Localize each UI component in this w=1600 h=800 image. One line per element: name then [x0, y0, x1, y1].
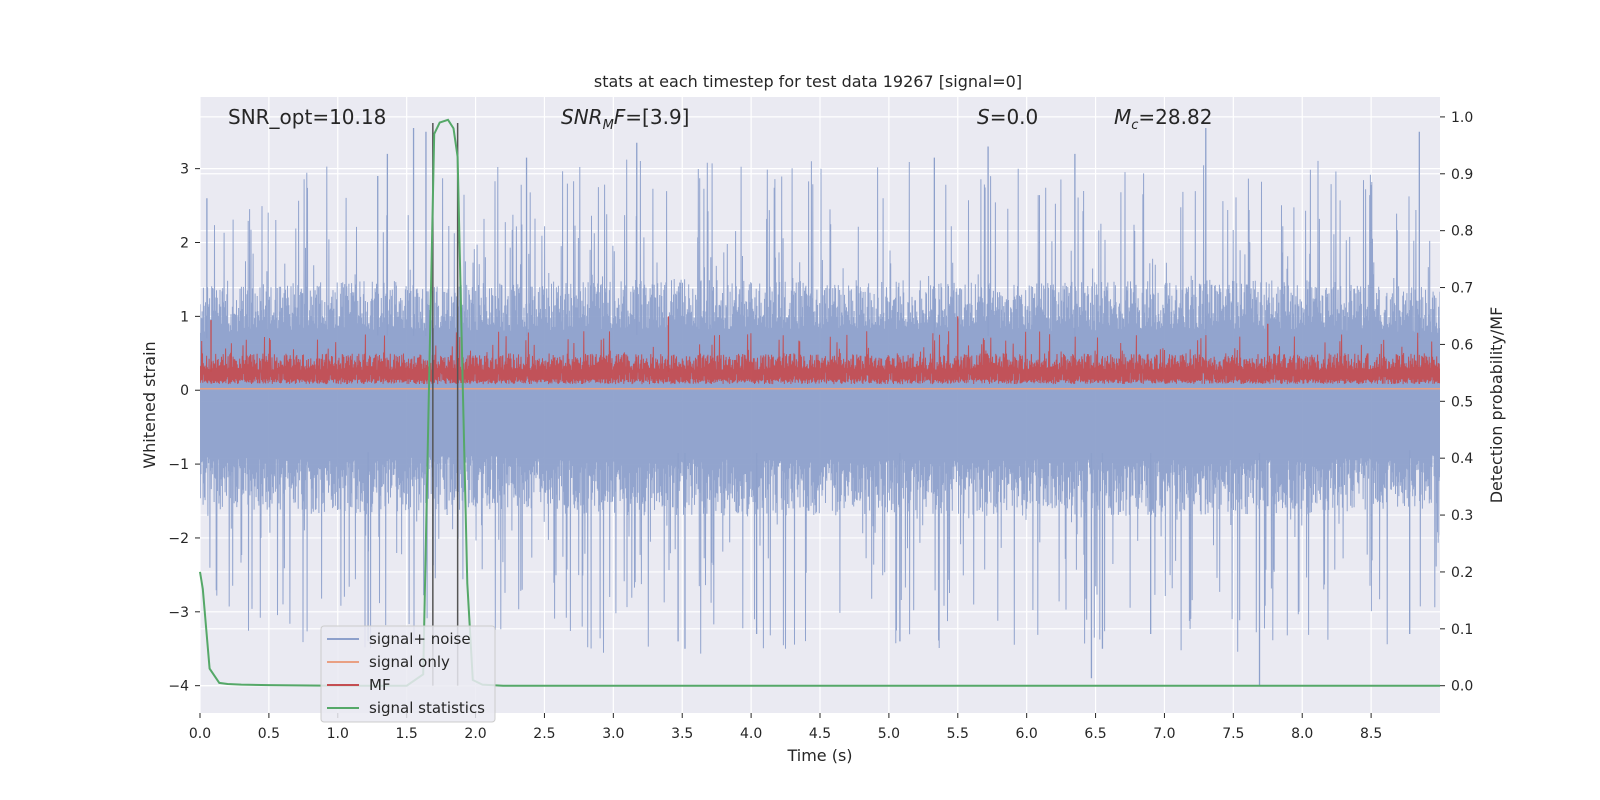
y2-tick-label-7: 0.7 — [1451, 281, 1473, 297]
legend-label-signal-statistics: signal statistics — [369, 699, 485, 717]
x-tick-label-10: 5.0 — [878, 726, 900, 742]
chart-title: stats at each timestep for test data 192… — [594, 72, 1022, 91]
y2-tick-label-1: 0.1 — [1451, 622, 1473, 638]
y2-tick-label-5: 0.5 — [1451, 394, 1473, 410]
y-tick-label-5: 1 — [180, 309, 189, 325]
x-tick-label-11: 5.5 — [947, 726, 969, 742]
annotation-mc-text: =28.82 — [1138, 105, 1212, 129]
legend-box — [320, 625, 496, 723]
x-tick-label-9: 4.5 — [809, 726, 831, 742]
x-tick-label-2: 1.0 — [327, 726, 349, 742]
y2-axis-ticks: 0.0 0.1 0.2 0.3 0.4 0.5 0.6 0.7 0.8 0.9 1.0 — [1440, 110, 1473, 695]
annotation-s-main: S — [977, 105, 990, 129]
y2-tick-label-2: 0.2 — [1451, 565, 1473, 581]
legend-label-signal-noise: signal+ noise — [369, 630, 471, 648]
x-tick-label-4: 2.0 — [464, 726, 486, 742]
y-axis-title: Whitened strain — [140, 341, 159, 468]
x-tick-label-16: 8.0 — [1291, 726, 1313, 742]
annotation-s-value: S=0.0 — [977, 105, 1038, 129]
y-tick-label-7: 3 — [180, 162, 189, 178]
x-axis-ticks: 0.0 0.5 1.0 1.5 2.0 2.5 3.0 3.5 4.0 4.5 5.0 5.5 6.0 6… — [189, 713, 1382, 742]
y-tick-label-1: −3 — [168, 605, 189, 621]
series-layer — [200, 128, 1440, 686]
annotation-snr-mf-tail: F — [614, 105, 626, 129]
x-tick-label-1: 0.5 — [258, 726, 280, 742]
y-tick-label-4: 0 — [180, 383, 189, 399]
series-line-2 — [200, 331, 1440, 385]
series-line-0 — [200, 159, 1440, 654]
x-tick-label-7: 3.5 — [671, 726, 693, 742]
annotation-snr-mf-value: =[3.9] — [625, 105, 689, 129]
x-tick-label-0: 0.0 — [189, 726, 211, 742]
y2-tick-label-3: 0.3 — [1451, 508, 1473, 524]
annotation-mc-sub: c — [1131, 118, 1138, 133]
y2-tick-label-6: 0.6 — [1451, 337, 1473, 353]
legend-label-signal-only: signal only — [369, 653, 450, 671]
x-tick-label-12: 6.0 — [1016, 726, 1038, 742]
x-tick-label-17: 8.5 — [1360, 726, 1382, 742]
annotation-snr-mf: SNRMF=[3.9] — [561, 105, 689, 133]
legend-label-mf: MF — [369, 676, 391, 694]
y-tick-label-3: −1 — [168, 457, 189, 473]
x-tick-label-5: 2.5 — [533, 726, 555, 742]
y2-tick-label-4: 0.4 — [1451, 451, 1473, 467]
x-tick-label-6: 3.0 — [602, 726, 624, 742]
annotation-snr-mf-main: SNR — [561, 105, 603, 129]
y2-axis-title: Detection probability/MF — [1487, 307, 1506, 504]
y-tick-label-6: 2 — [180, 236, 189, 252]
y-axis-ticks: −4 −3 −2 −1 0 1 2 3 — [168, 162, 200, 695]
series-mf — [200, 316, 1440, 385]
x-tick-label-15: 7.5 — [1222, 726, 1244, 742]
y2-tick-label-8: 0.8 — [1451, 224, 1473, 240]
y-tick-label-0: −4 — [168, 679, 189, 695]
series-signal-noise — [200, 128, 1440, 686]
y2-tick-label-9: 0.9 — [1451, 167, 1473, 183]
x-tick-label-13: 6.5 — [1084, 726, 1106, 742]
annotation-snr-opt: SNR_opt=10.18 — [228, 105, 386, 129]
annotation-snr-mf-sub: M — [603, 118, 614, 133]
y2-tick-label-0: 0.0 — [1451, 679, 1473, 695]
y-tick-label-2: −2 — [168, 531, 189, 547]
annotation-s-text: =0.0 — [990, 105, 1039, 129]
legend: signal+ noise signal only MF signal stat… — [320, 625, 496, 723]
x-axis-title: Time (s) — [786, 746, 852, 765]
x-tick-label-14: 7.0 — [1153, 726, 1175, 742]
x-tick-label-8: 4.0 — [740, 726, 762, 742]
y2-tick-label-10: 1.0 — [1451, 110, 1473, 126]
x-tick-label-3: 1.5 — [396, 726, 418, 742]
annotation-mc-value: Mc=28.82 — [1114, 105, 1212, 133]
annotation-mc-main: M — [1114, 105, 1131, 129]
